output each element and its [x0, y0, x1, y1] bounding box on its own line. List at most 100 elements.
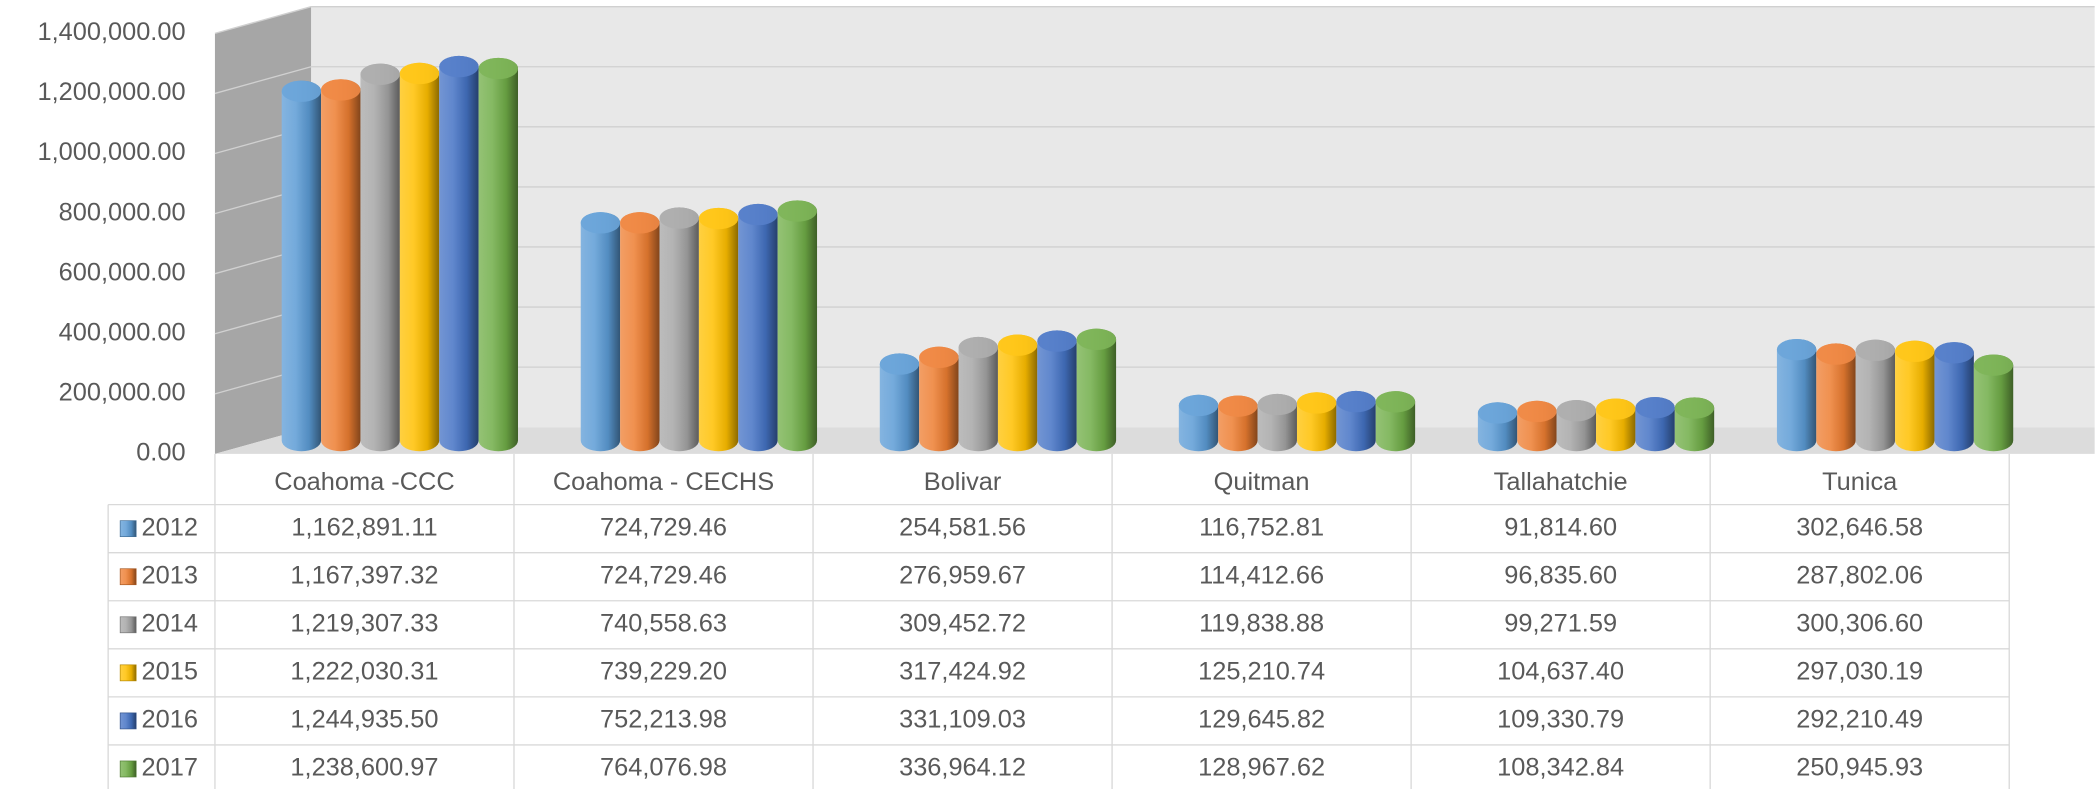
bar	[738, 203, 778, 452]
bar	[1037, 330, 1077, 452]
legend-swatch	[119, 664, 137, 682]
bar-cap	[777, 200, 818, 222]
legend-label: 2016	[142, 706, 198, 734]
x-tick-label: Quitman	[1214, 468, 1310, 496]
table-value: 331,109.03	[899, 706, 1026, 734]
table-value: 108,342.84	[1497, 754, 1624, 782]
table-value: 128,967.62	[1198, 754, 1325, 782]
table-value: 317,424.92	[899, 658, 1026, 686]
table-value: 109,330.79	[1497, 706, 1624, 734]
bar-cap	[1076, 328, 1117, 351]
bar-cap	[698, 207, 739, 230]
bar	[1973, 354, 2014, 452]
x-tick-label: Tunica	[1822, 468, 1898, 496]
bar-cap	[321, 79, 361, 101]
x-tick-label: Tallahatchie	[1494, 468, 1628, 496]
bar-cap	[1517, 400, 1557, 423]
table-value: 116,752.81	[1199, 513, 1324, 541]
bar	[620, 212, 660, 452]
table-value: 254,581.56	[899, 513, 1026, 541]
table-value: 1,219,307.33	[290, 609, 438, 637]
table-value: 292,210.49	[1796, 706, 1923, 734]
table-value: 104,637.40	[1497, 658, 1624, 686]
bar	[281, 80, 322, 452]
bar-cap	[1776, 338, 1817, 361]
bar-cap	[1037, 330, 1077, 352]
bar-cap	[659, 207, 699, 229]
bar-cap	[1855, 339, 1896, 362]
bar-cap	[1375, 391, 1416, 413]
table-value: 91,814.60	[1504, 513, 1617, 541]
bar-cap	[1336, 390, 1376, 413]
table-value: 1,244,935.50	[290, 706, 438, 734]
x-tick-label: Bolivar	[924, 468, 1002, 496]
bar-cap	[997, 334, 1038, 356]
y-tick-label: 200,000.00	[59, 379, 186, 407]
bar-cap	[360, 63, 400, 85]
bar	[879, 353, 920, 452]
bar	[439, 55, 479, 452]
bar	[1776, 338, 1817, 452]
table-value: 1,238,600.97	[290, 754, 438, 782]
bar	[1816, 343, 1856, 452]
y-tick-label: 1,000,000.00	[37, 138, 185, 166]
table-value: 129,645.82	[1198, 706, 1325, 734]
bar-cap	[738, 203, 778, 226]
bar	[698, 207, 739, 452]
table-value: 99,271.59	[1504, 609, 1617, 637]
bar-cap	[879, 353, 920, 375]
bar-cap	[1816, 343, 1856, 365]
table-value: 764,076.98	[600, 754, 727, 782]
table-value: 297,030.19	[1796, 658, 1923, 686]
bar-cap	[1296, 392, 1337, 414]
legend-label: 2013	[142, 561, 198, 589]
bar-cap	[1257, 393, 1297, 416]
bar-cap	[439, 55, 479, 78]
legend-label: 2017	[142, 754, 198, 782]
bar	[777, 200, 818, 452]
bar	[360, 63, 400, 452]
bar-cap	[1178, 394, 1219, 417]
grid-line	[214, 66, 312, 95]
legend-swatch	[119, 712, 137, 730]
bar	[1934, 342, 1974, 452]
y-tick-label: 400,000.00	[59, 318, 186, 346]
y-tick-label: 0.00	[136, 439, 185, 467]
table-value: 336,964.12	[899, 754, 1026, 782]
bar	[1895, 340, 1935, 452]
table-value: 276,959.67	[899, 561, 1026, 589]
bar-cap	[919, 346, 959, 369]
legend-label: 2014	[142, 609, 198, 637]
table-value: 125,210.74	[1198, 658, 1325, 686]
grid-line	[214, 6, 312, 35]
y-tick-label: 1,200,000.00	[37, 78, 185, 106]
bar-cap	[478, 57, 518, 80]
bar	[399, 62, 440, 452]
table-value: 96,835.60	[1504, 561, 1617, 589]
legend-swatch	[119, 760, 137, 778]
table-value: 250,945.93	[1796, 754, 1923, 782]
table-value: 309,452.72	[899, 609, 1026, 637]
x-tick-label: Coahoma - CECHS	[553, 468, 774, 496]
table-value: 724,729.46	[600, 561, 727, 589]
bar	[580, 212, 621, 452]
legend-swatch	[119, 520, 137, 538]
bar	[321, 79, 361, 452]
bar-cap	[620, 212, 660, 234]
table-value: 287,802.06	[1796, 561, 1923, 589]
bar	[1855, 339, 1896, 452]
bar	[478, 57, 518, 452]
bar	[997, 334, 1038, 452]
table-value: 739,229.20	[600, 658, 727, 686]
legend-label: 2015	[142, 658, 198, 686]
legend-swatch	[119, 616, 137, 634]
legend-swatch	[119, 568, 137, 586]
bar	[958, 336, 998, 452]
bar-cap	[1596, 398, 1636, 420]
bar	[1076, 328, 1117, 452]
bar-cap	[281, 80, 322, 102]
table-value: 752,213.98	[600, 706, 727, 734]
bar-cap	[1895, 340, 1935, 363]
